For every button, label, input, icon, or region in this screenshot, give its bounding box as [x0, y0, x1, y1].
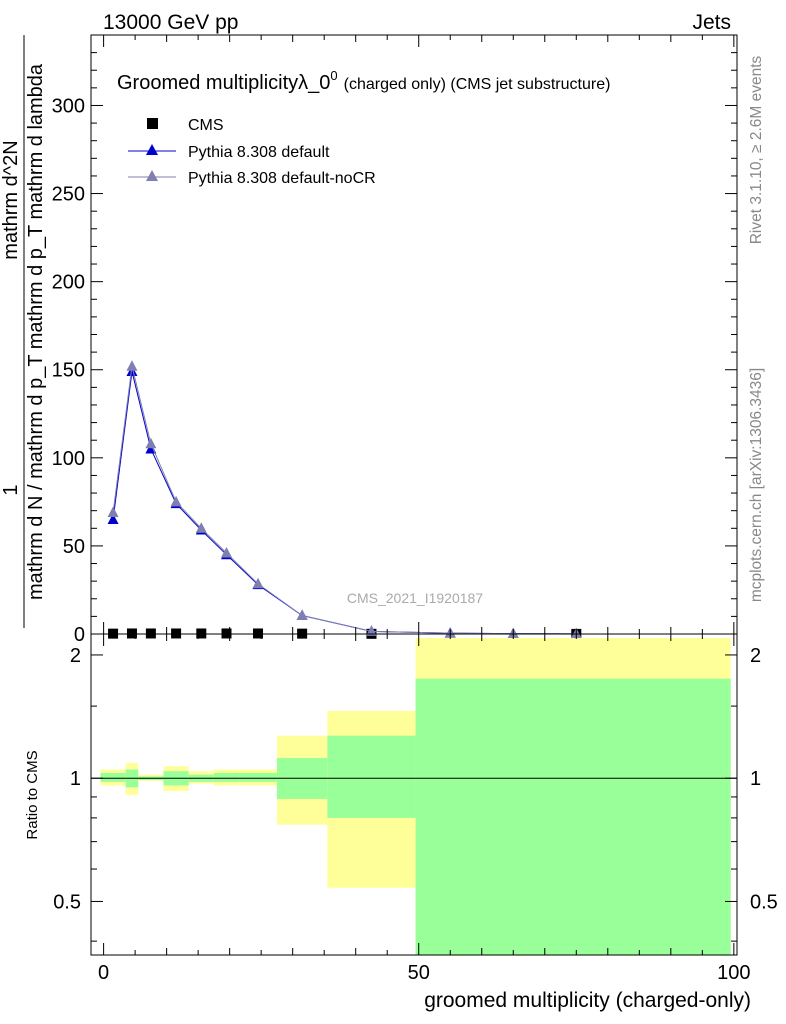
- mc-data-point: [252, 577, 264, 589]
- rivet-version-label: Rivet 3.1.10, ≥ 2.6M events: [748, 55, 765, 244]
- y-axis-label-secondary: mathrm d^2N: [0, 140, 22, 259]
- main-y-tick-label: 300: [52, 95, 85, 117]
- legend-entry-cms: CMS: [147, 117, 224, 134]
- mc-data-point: [221, 546, 233, 558]
- legend-marker-triangle-blue: [146, 144, 158, 155]
- legend-marker-square: [147, 118, 158, 129]
- header-right-label: Jets: [692, 11, 731, 34]
- uncertainty-band-inner: [239, 772, 277, 782]
- main-y-tick-label: 0: [74, 624, 85, 646]
- ratio-y-tick-label: 0.5: [53, 891, 81, 913]
- ratio-y-tick-label-right: 2: [750, 645, 761, 667]
- ratio-y-tick-label-right: 1: [750, 768, 761, 790]
- ratio-y-axis-label: Ratio to CMS: [24, 750, 41, 839]
- chart-title-main: Groomed multiplicityλ_0: [117, 72, 330, 94]
- chart-title: Groomed multiplicityλ_00 (charged only) (…: [117, 68, 610, 94]
- uncertainty-band-inner: [213, 772, 240, 782]
- cms-data-point: [196, 628, 207, 639]
- mc-data-point: [107, 506, 119, 517]
- mc-data-point: [365, 625, 377, 636]
- uncertainty-band-inner: [415, 678, 731, 955]
- legend-marker-triangle-grey: [146, 170, 158, 181]
- x-axis-label: groomed multiplicity (charged-only): [424, 989, 751, 1012]
- x-tick-label: 50: [408, 962, 430, 984]
- mc-data-point: [145, 437, 157, 449]
- main-panel: 0 50 100 150 200 250 300 Groomed multiplicityλ…: [0, 34, 738, 646]
- series-line-2: [112, 366, 577, 635]
- legend-label-pythia-default: Pythia 8.308 default: [188, 144, 330, 161]
- uncertainty-band-inner: [327, 735, 416, 818]
- cms-data-point: [253, 628, 264, 639]
- ratio-panel: 0.5 0.5 1 1 2 2 0 50 100 Ratio to CMS groomed mu…: [24, 633, 778, 1012]
- cms-data-point: [221, 628, 232, 639]
- legend-label-pythia-nocr: Pythia 8.308 default-noCR: [188, 170, 376, 187]
- main-y-tick-label: 50: [63, 536, 85, 558]
- mcplots-reference-label: mcplots.cern.ch [arXiv:1306.3436]: [748, 368, 765, 602]
- x-tick-label: 100: [717, 962, 750, 984]
- y-axis-label-denominator: mathrm d N / mathrm d p_T mathrm d p_T m…: [25, 63, 47, 600]
- main-y-tick-label: 100: [52, 448, 85, 470]
- mc-data-point: [126, 365, 138, 376]
- cms-data-point: [171, 628, 182, 639]
- x-tick-label: 0: [98, 962, 109, 984]
- main-y-tick-label: 250: [52, 184, 85, 206]
- mc-data-point: [195, 522, 207, 533]
- chart-title-subtitle: (charged only) (CMS jet substructure): [344, 76, 611, 93]
- ratio-y-tick-label: 1: [70, 768, 81, 790]
- mc-data-point: [170, 495, 182, 507]
- cms-data-point: [145, 628, 156, 639]
- ratio-panel-frame: [90, 633, 738, 956]
- chart-title-superscript: 0: [330, 68, 337, 83]
- ratio-y-tick-label: 2: [70, 645, 81, 667]
- mc-data-point: [126, 360, 138, 371]
- main-y-tick-label: 200: [52, 272, 85, 294]
- legend-entry-pythia-default: Pythia 8.308 default: [128, 144, 330, 161]
- ratio-y-tick-label-right: 0.5: [750, 891, 778, 913]
- cms-data-point: [126, 628, 137, 639]
- main-y-axis-label: 1 mathrm d N / mathrm d p_T mathrm d p_T…: [0, 35, 47, 628]
- legend: CMS Pythia 8.308 default Pythia 8.308 de…: [128, 117, 376, 187]
- mc-data-point: [107, 513, 119, 524]
- header-left-label: 13000 GeV pp: [103, 11, 238, 34]
- uncertainty-band-inner: [100, 772, 126, 782]
- main-y-tick-label: 150: [52, 360, 85, 382]
- y-axis-label-numerator: 1: [0, 484, 22, 495]
- legend-entry-pythia-nocr: Pythia 8.308 default-noCR: [128, 170, 376, 187]
- analysis-watermark: CMS_2021_I1920187: [347, 590, 483, 606]
- mc-data-point: [296, 609, 308, 621]
- legend-label-cms: CMS: [188, 117, 224, 134]
